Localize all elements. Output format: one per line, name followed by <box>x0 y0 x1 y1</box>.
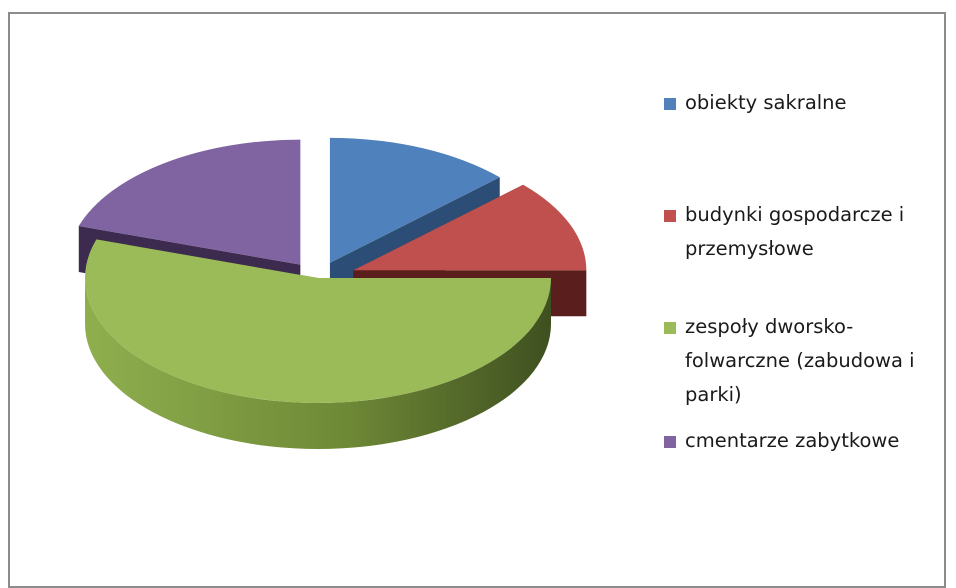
legend-label: zespoły dworsko-folwarczne (zabudowa i p… <box>685 315 915 406</box>
pie-slice-top <box>329 137 500 263</box>
pie-slice-top <box>353 184 587 271</box>
pie-slice-top <box>78 139 301 265</box>
pie-slice-top <box>84 239 551 404</box>
legend-item-obiekty-sakralne: obiekty sakralne <box>664 86 954 120</box>
legend-item-cmentarze: cmentarze zabytkowe <box>664 424 954 458</box>
pie-slice-side <box>85 278 551 449</box>
pie-slice-2 <box>84 239 551 449</box>
legend-label: obiekty sakralne <box>685 91 847 114</box>
legend-item-budynki: budynki gospodarcze i przemysłowe <box>664 198 954 266</box>
legend-swatch <box>664 98 676 110</box>
legend-label: cmentarze zabytkowe <box>685 429 900 452</box>
legend-swatch <box>664 436 676 448</box>
legend-label: budynki gospodarcze i przemysłowe <box>685 203 905 260</box>
legend-item-zespoly: zespoły dworsko-folwarczne (zabudowa i p… <box>664 310 954 412</box>
legend-swatch <box>664 210 676 222</box>
legend-swatch <box>664 322 676 334</box>
